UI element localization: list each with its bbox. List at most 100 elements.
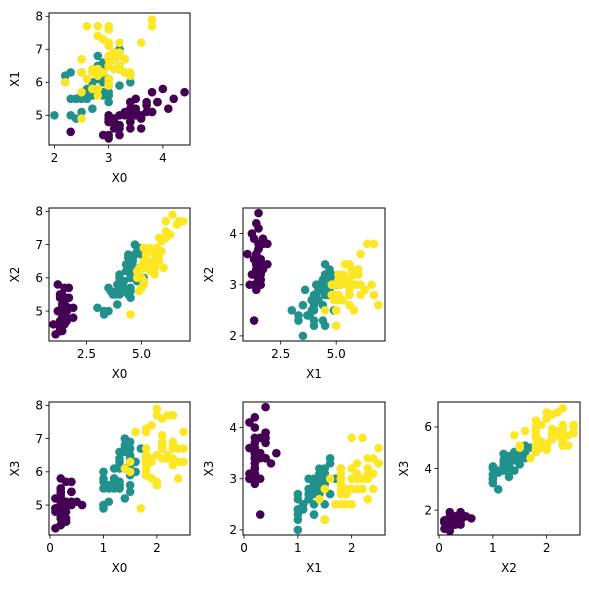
data-point-class-2 bbox=[77, 68, 86, 77]
data-point-class-0 bbox=[256, 254, 266, 264]
data-point-class-1 bbox=[287, 306, 297, 315]
data-point-class-1 bbox=[510, 451, 519, 461]
x-tick-label: 2 bbox=[153, 541, 161, 555]
data-point-class-1 bbox=[125, 444, 135, 453]
data-point-class-2 bbox=[369, 239, 379, 249]
data-point-class-2 bbox=[120, 464, 130, 473]
data-point-class-1 bbox=[88, 104, 97, 113]
data-point-class-0 bbox=[243, 249, 252, 259]
data-point-class-0 bbox=[255, 448, 265, 458]
data-point-class-2 bbox=[159, 263, 168, 273]
data-point-class-2 bbox=[152, 480, 162, 490]
data-point-class-2 bbox=[82, 74, 92, 84]
data-point-class-0 bbox=[115, 130, 124, 140]
data-point-class-2 bbox=[147, 21, 157, 31]
data-point-class-0 bbox=[77, 500, 87, 510]
data-point-class-1 bbox=[99, 484, 108, 493]
x-tick-label: 0 bbox=[240, 541, 248, 555]
x-tick-label: 2.5 bbox=[77, 347, 96, 361]
data-point-class-1 bbox=[309, 484, 319, 494]
data-point-class-0 bbox=[249, 316, 259, 325]
data-point-class-0 bbox=[252, 280, 261, 290]
data-point-class-2 bbox=[163, 454, 172, 463]
data-point-class-0 bbox=[147, 107, 157, 117]
data-point-class-2 bbox=[141, 250, 151, 259]
points-group bbox=[440, 403, 578, 535]
data-point-class-1 bbox=[300, 285, 310, 295]
data-point-class-2 bbox=[93, 31, 103, 41]
data-point-class-2 bbox=[154, 233, 164, 243]
data-point-class-1 bbox=[309, 321, 319, 330]
data-point-class-1 bbox=[66, 68, 75, 77]
data-point-class-2 bbox=[147, 457, 156, 467]
data-point-class-0 bbox=[55, 326, 65, 336]
data-point-class-2 bbox=[173, 474, 183, 483]
data-point-class-1 bbox=[99, 477, 108, 487]
data-point-class-0 bbox=[254, 208, 263, 218]
data-point-class-1 bbox=[93, 51, 103, 61]
data-point-class-0 bbox=[255, 474, 265, 484]
data-point-class-2 bbox=[168, 411, 178, 420]
data-point-class-1 bbox=[115, 81, 124, 90]
data-point-class-2 bbox=[341, 500, 351, 509]
data-point-class-0 bbox=[180, 87, 189, 97]
data-point-class-2 bbox=[141, 470, 151, 480]
data-point-class-1 bbox=[504, 462, 514, 471]
data-point-class-0 bbox=[64, 283, 74, 293]
data-point-class-0 bbox=[126, 117, 135, 127]
data-point-class-1 bbox=[293, 494, 303, 504]
y-tick-label: 7 bbox=[35, 43, 43, 57]
data-point-class-2 bbox=[363, 474, 373, 484]
data-point-class-2 bbox=[126, 71, 135, 80]
data-point-class-2 bbox=[367, 280, 376, 290]
data-point-class-0 bbox=[142, 101, 151, 110]
x-tick-label: 1 bbox=[489, 541, 497, 555]
data-point-class-2 bbox=[558, 424, 568, 434]
data-point-class-2 bbox=[132, 273, 142, 283]
data-point-class-2 bbox=[515, 441, 525, 450]
data-point-class-2 bbox=[77, 114, 86, 123]
data-point-class-2 bbox=[88, 84, 97, 94]
data-point-class-1 bbox=[293, 525, 303, 535]
data-point-class-0 bbox=[250, 413, 260, 422]
data-point-class-0 bbox=[445, 518, 455, 527]
x-axis-label: X0 bbox=[112, 367, 128, 381]
data-point-class-2 bbox=[331, 306, 341, 315]
data-point-class-0 bbox=[115, 124, 124, 133]
data-point-class-0 bbox=[120, 111, 130, 120]
data-point-class-1 bbox=[303, 311, 312, 320]
data-point-class-2 bbox=[152, 411, 162, 420]
x-axis-label: X0 bbox=[112, 561, 128, 575]
data-point-class-2 bbox=[345, 300, 354, 310]
data-point-class-2 bbox=[331, 321, 341, 330]
scatter-panel-1: 2.5 5.0 5 6 7 8 X0 X2 bbox=[8, 205, 191, 381]
data-point-class-1 bbox=[99, 306, 109, 316]
data-point-class-1 bbox=[309, 500, 319, 509]
y-tick-label: 6 bbox=[35, 465, 43, 479]
data-point-class-2 bbox=[146, 266, 155, 276]
data-point-class-2 bbox=[168, 460, 178, 470]
data-point-class-1 bbox=[318, 316, 328, 325]
y-tick-label: 2 bbox=[424, 503, 432, 517]
data-point-class-2 bbox=[362, 239, 372, 249]
x-axis-label: X1 bbox=[306, 367, 322, 381]
data-point-class-2 bbox=[363, 453, 373, 463]
data-point-class-1 bbox=[108, 290, 118, 299]
y-tick-label: 6 bbox=[35, 271, 43, 285]
data-point-class-1 bbox=[77, 107, 86, 117]
data-point-class-2 bbox=[115, 38, 124, 47]
x-tick-label: 5.0 bbox=[132, 347, 151, 361]
data-point-class-2 bbox=[347, 433, 356, 443]
data-point-class-0 bbox=[56, 500, 66, 510]
data-point-class-2 bbox=[82, 21, 92, 31]
data-point-class-1 bbox=[130, 250, 140, 259]
data-point-class-2 bbox=[179, 444, 188, 453]
data-point-class-0 bbox=[104, 117, 113, 127]
data-point-class-2 bbox=[141, 444, 151, 453]
x-axis-label: X0 bbox=[112, 171, 128, 185]
data-point-class-0 bbox=[245, 418, 254, 427]
data-point-class-2 bbox=[168, 444, 178, 453]
data-point-class-0 bbox=[126, 124, 135, 133]
data-point-class-0 bbox=[66, 127, 75, 137]
y-axis-label: X3 bbox=[8, 461, 22, 477]
